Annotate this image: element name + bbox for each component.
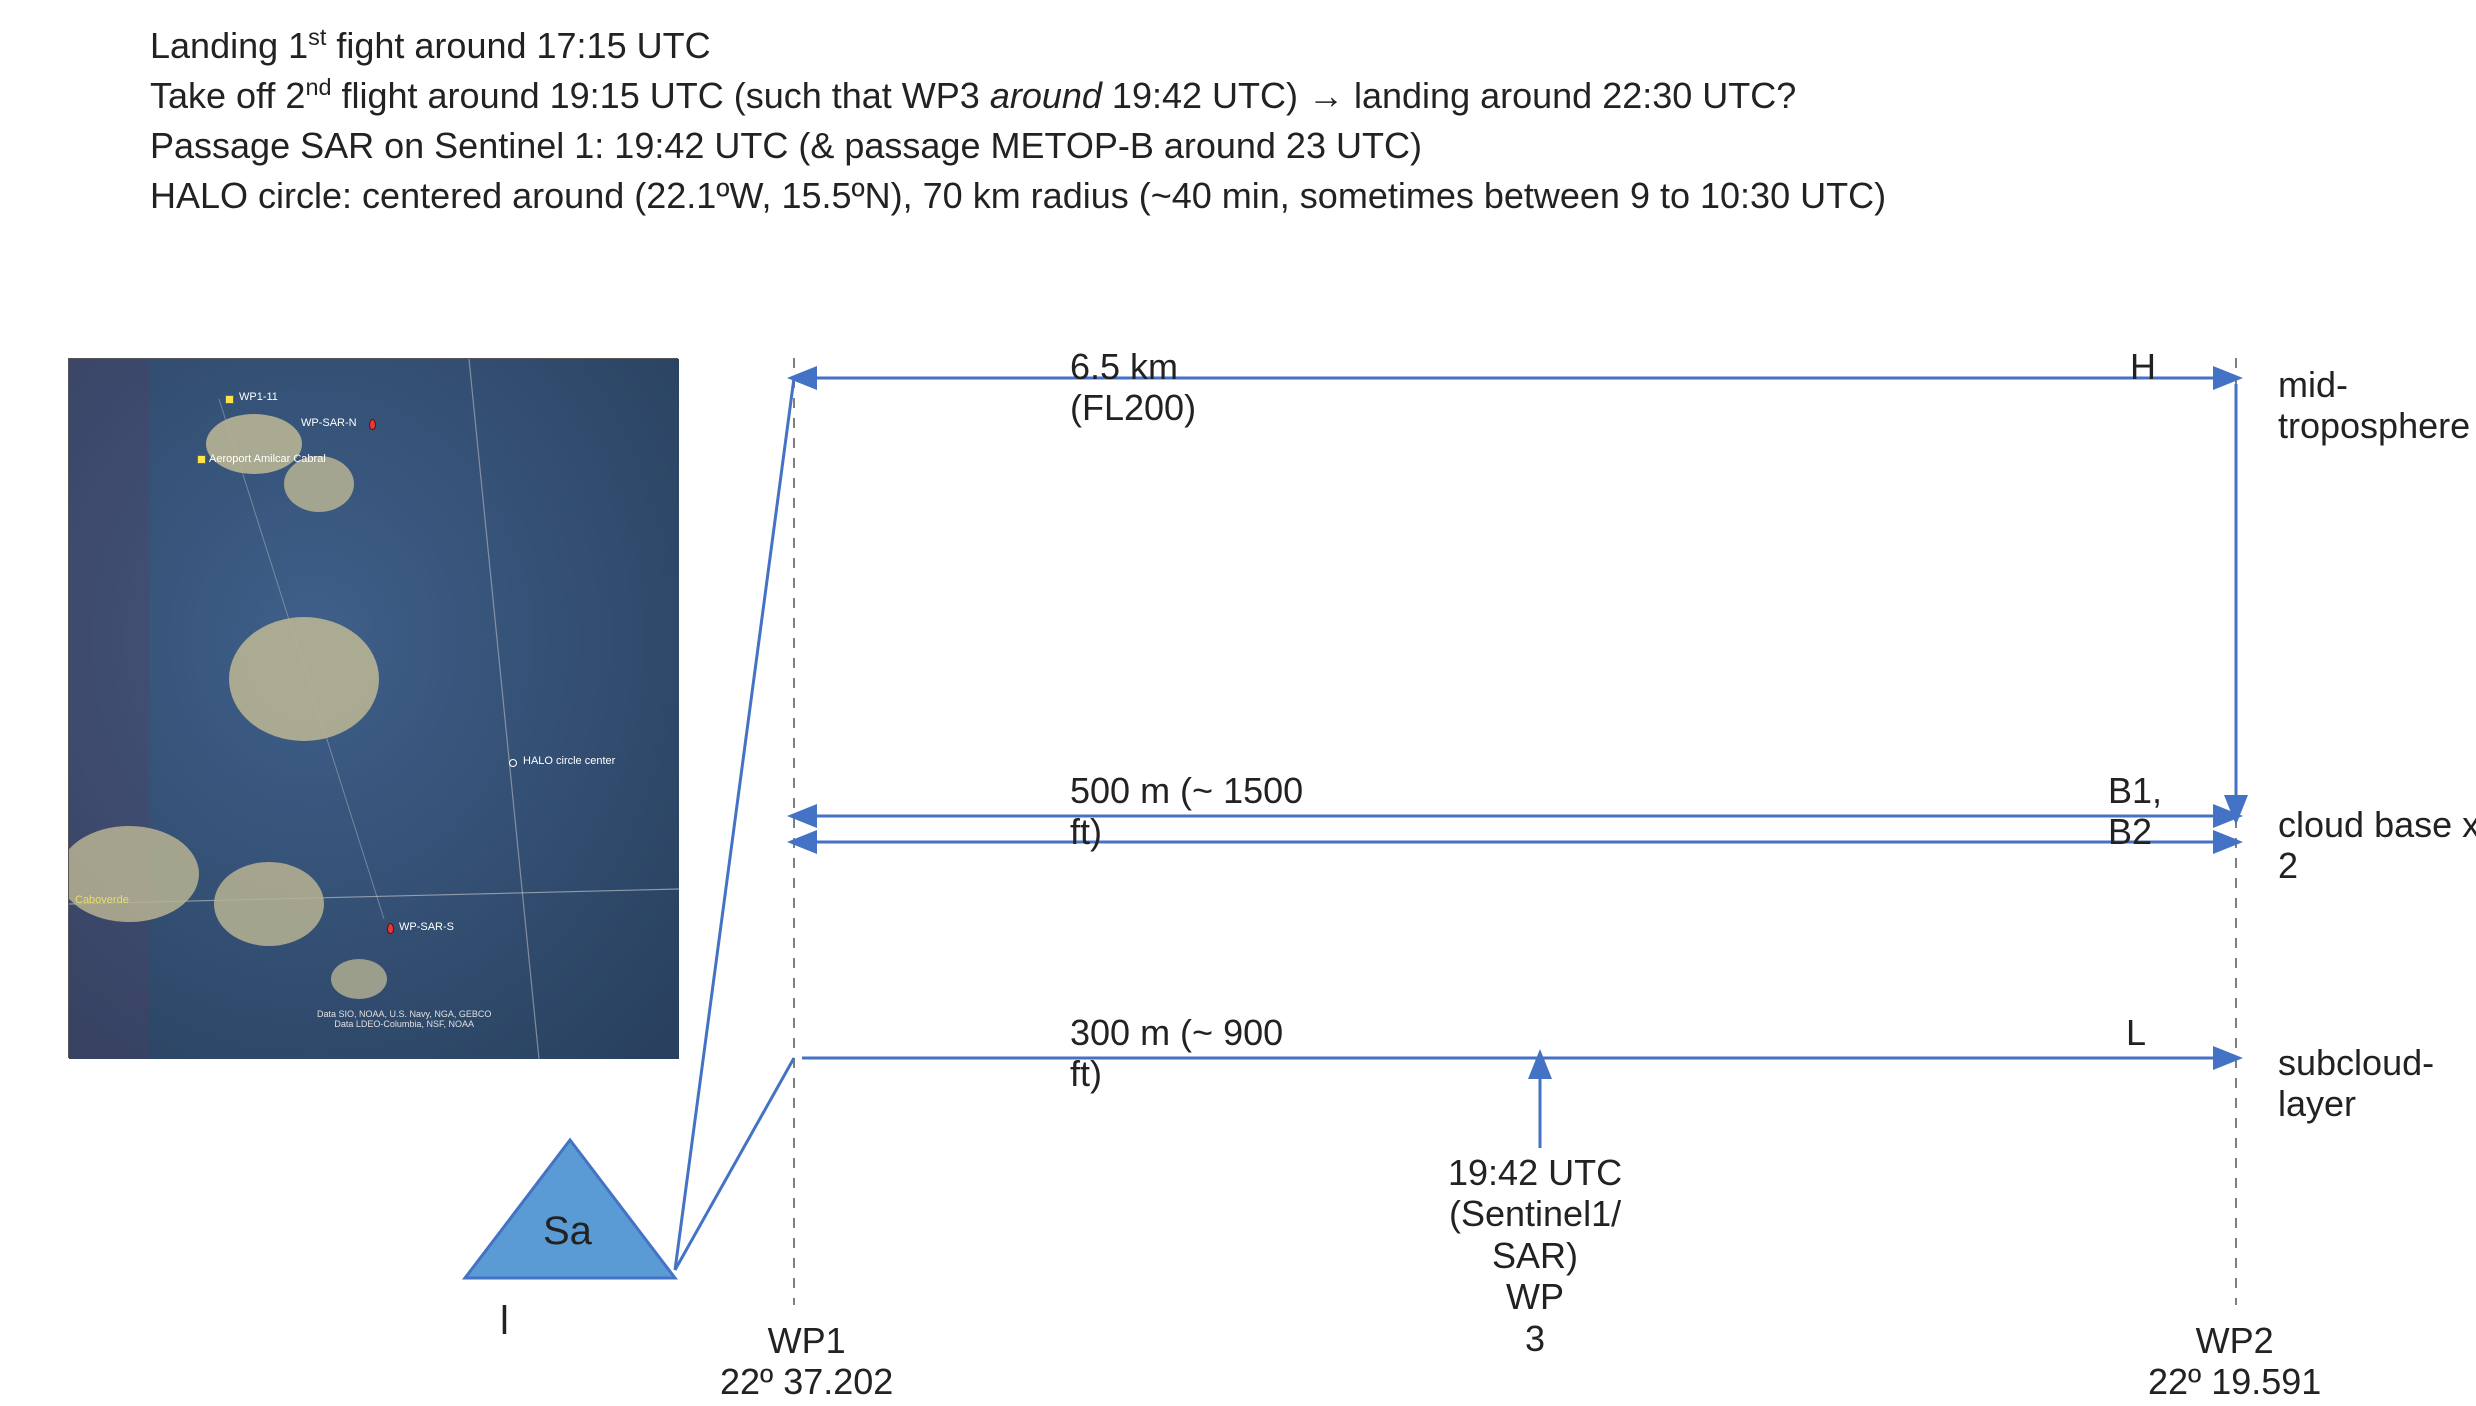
wp3-annotation: 19:42 UTC (Sentinel1/ SAR) WP 3 [1448,1152,1622,1359]
flight-profile-diagram [0,0,2476,1406]
letter-top: H [2130,346,2156,387]
letter-low: L [2126,1012,2146,1053]
alt-label-top: 6.5 km (FL200) [1070,346,1196,429]
sal-label-top: Sa [543,1208,592,1254]
letter-mid: B1, B2 [2108,770,2162,853]
rightlabel-mid: cloud base x 2 [2278,804,2476,887]
alt-label-mid: 500 m (~ 1500 ft) [1070,770,1303,853]
wp1-label: WP1 22º 37.202 W [720,1320,893,1406]
sal-label-bottom: l [500,1298,509,1344]
alt-label-low: 300 m (~ 900 ft) [1070,1012,1283,1095]
canvas: Landing 1st fight around 17:15 UTC Take … [0,0,2476,1406]
wp2-label: WP2 22º 19.591 W [2148,1320,2321,1406]
rightlabel-top: mid- troposphere [2278,364,2470,447]
rightlabel-low: subcloud- layer [2278,1042,2434,1125]
